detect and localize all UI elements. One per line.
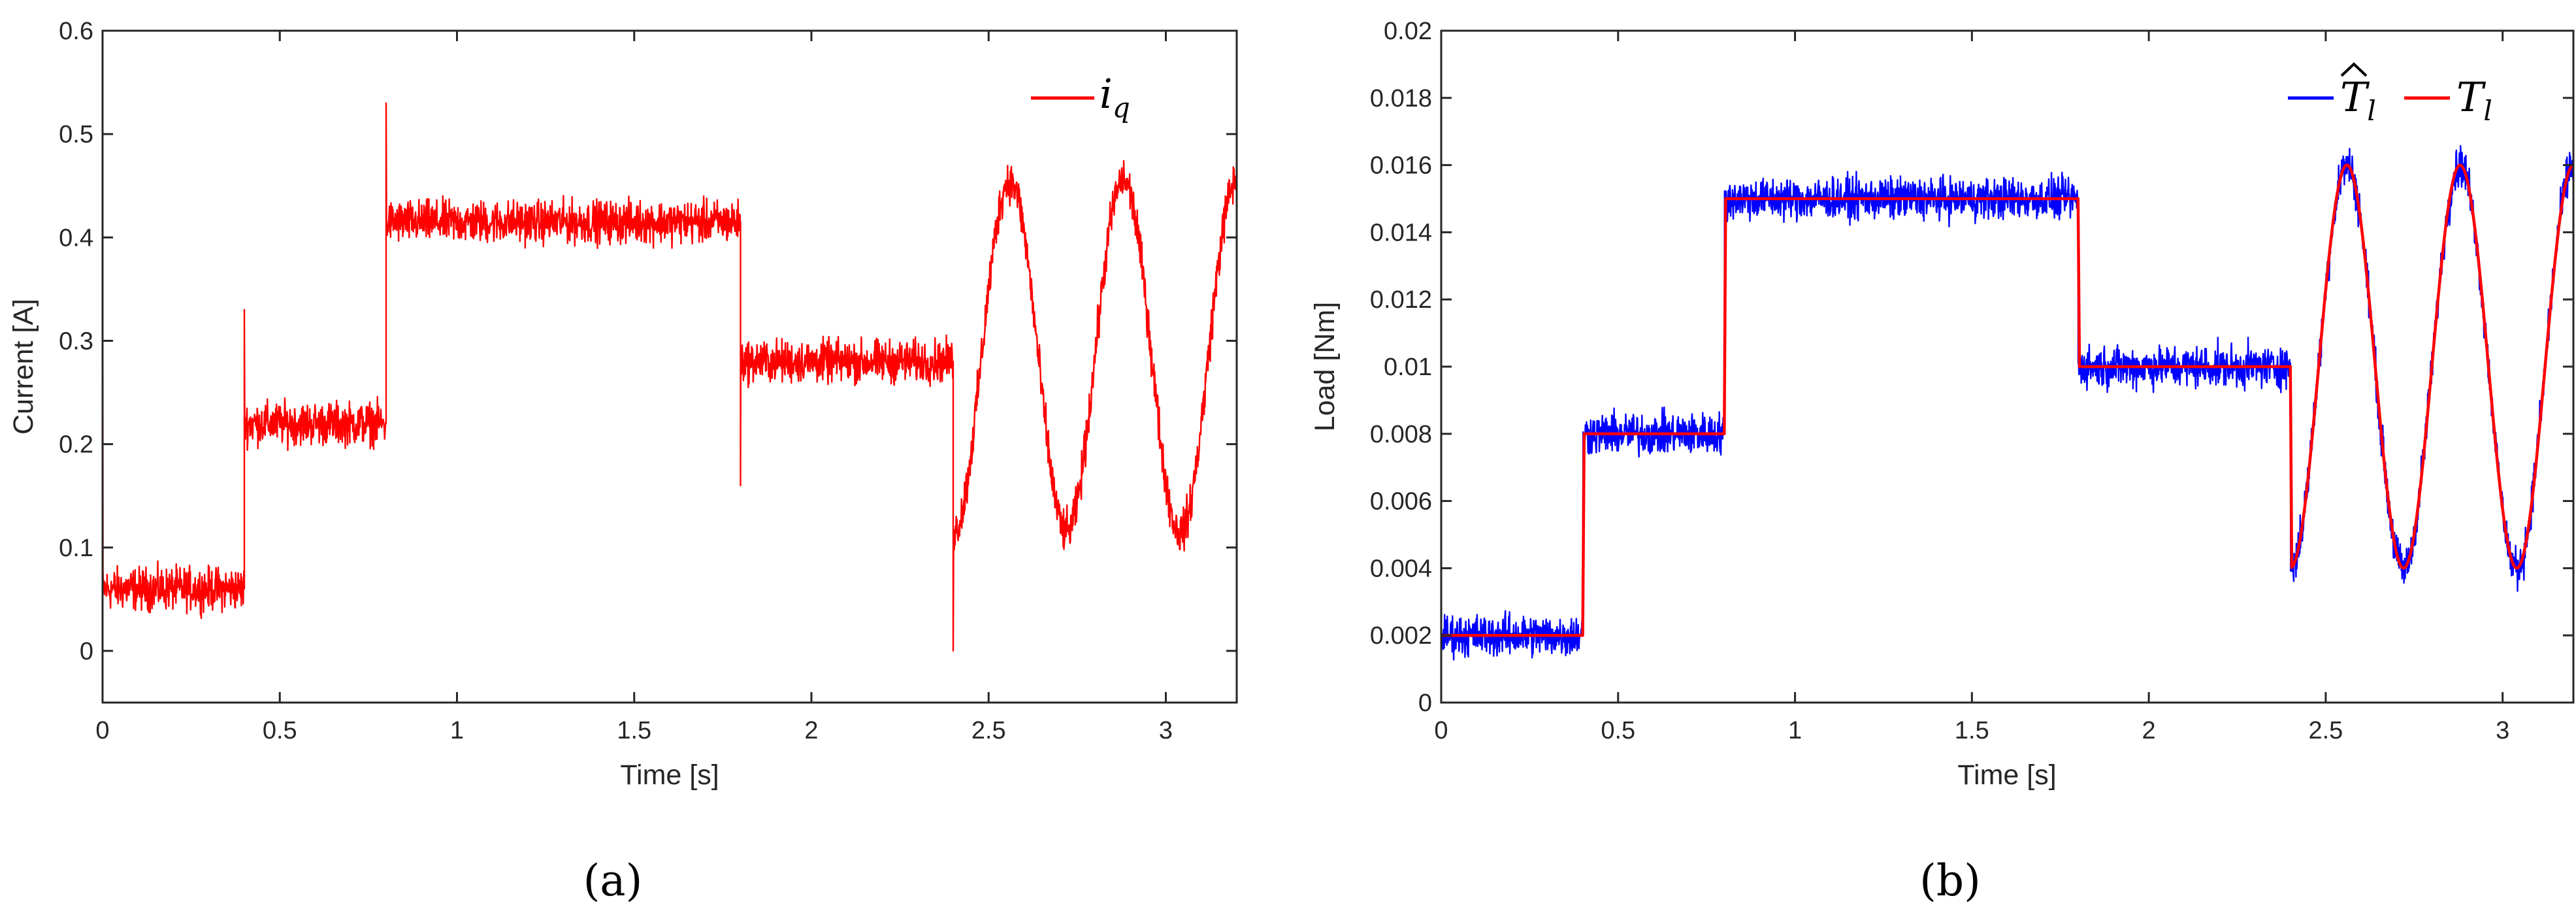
x-axis-label-a: Time [s]: [620, 759, 719, 791]
y-tick-label: 0.004: [1370, 555, 1432, 582]
x-tick-label: 2.5: [2308, 717, 2343, 744]
legend-a: iq: [1031, 70, 1130, 124]
series-line-b-1: [1441, 163, 2573, 637]
legend-label-tl: Tl: [2456, 73, 2492, 127]
x-tick-label: 0.5: [1601, 717, 1635, 744]
x-axis-label-b: Time [s]: [1957, 759, 2056, 791]
x-tick-label: 2: [2142, 717, 2156, 744]
x-tick-label: 0: [95, 717, 109, 744]
x-tick-label: 3: [1159, 717, 1173, 744]
x-tick-label: 1.5: [617, 717, 651, 744]
y-tick-label: 0.008: [1370, 421, 1432, 448]
x-tick-label: 3: [2496, 717, 2509, 744]
y-tick-label: 0.3: [59, 327, 93, 355]
y-tick-label: 0.6: [59, 18, 93, 45]
x-tick-label: 2: [804, 717, 818, 744]
legend-label-iq: iq: [1100, 70, 1130, 124]
y-tick-label: 0.02: [1384, 18, 1432, 45]
x-ticks-b: 0 0.5 1 1.5 2 2.5 3: [1434, 31, 2509, 744]
legend-label-that: Tl: [2340, 73, 2376, 127]
x-tick-label: 1: [450, 717, 464, 744]
legend-hat-mark: [2340, 62, 2368, 77]
series-line-a-0: [103, 102, 1237, 652]
y-tick-label: 0.016: [1370, 152, 1432, 180]
y-axis-label-a: Current [A]: [8, 299, 39, 435]
x-ticks-a: 0 0.5 1 1.5 2 2.5 3: [95, 31, 1173, 744]
y-tick-label: 0.1: [59, 535, 93, 562]
legend-b: Tl Tl: [2288, 62, 2492, 127]
y-tick-label: 0.006: [1370, 488, 1432, 516]
x-tick-label: 1: [1788, 717, 1802, 744]
plot-area-a: [103, 31, 1237, 703]
y-axis-label-b: Load [Nm]: [1309, 302, 1341, 431]
chart-b: 0 0.5 1 1.5 2 2.5 3 00.0020.0040.0060.0080.010…: [1309, 18, 2575, 906]
axes-frame-a: [101, 29, 1238, 704]
x-tick-label: 0.5: [263, 717, 297, 744]
panel-label-b: (b): [1919, 855, 1981, 906]
y-tick-label: 0: [80, 638, 93, 665]
y-tick-label: 0: [1418, 689, 1432, 717]
y-tick-label: 0.4: [59, 224, 93, 252]
y-tick-label: 0.018: [1370, 85, 1432, 112]
y-tick-label: 0.01: [1384, 354, 1432, 381]
y-tick-label: 0.014: [1370, 219, 1432, 246]
x-tick-label: 0: [1434, 717, 1448, 744]
series-group-b: [1441, 145, 2573, 661]
series-group-a: [103, 102, 1237, 652]
y-tick-label: 0.012: [1370, 286, 1432, 314]
x-tick-label: 1.5: [1955, 717, 1989, 744]
y-tick-label: 0.002: [1370, 622, 1432, 650]
y-ticks-b: 0 0.002 0.004 0.006 0.008 0.01 0.012 0.014 0.016…: [1370, 18, 2573, 717]
chart-a: 0 0.5 1 1.5 2 2.5 3 0 0.1 0.2 0.3 0.4 0.5 0.6 Time […: [8, 18, 1238, 906]
plot-area-b: [1441, 31, 2573, 703]
panel-label-a: (a): [583, 855, 643, 906]
y-tick-label: 0.2: [59, 431, 93, 459]
x-tick-label: 2.5: [971, 717, 1006, 744]
y-ticks-a: 0 0.1 0.2 0.3 0.4 0.5 0.6: [59, 18, 1237, 665]
y-tick-label: 0.5: [59, 121, 93, 148]
